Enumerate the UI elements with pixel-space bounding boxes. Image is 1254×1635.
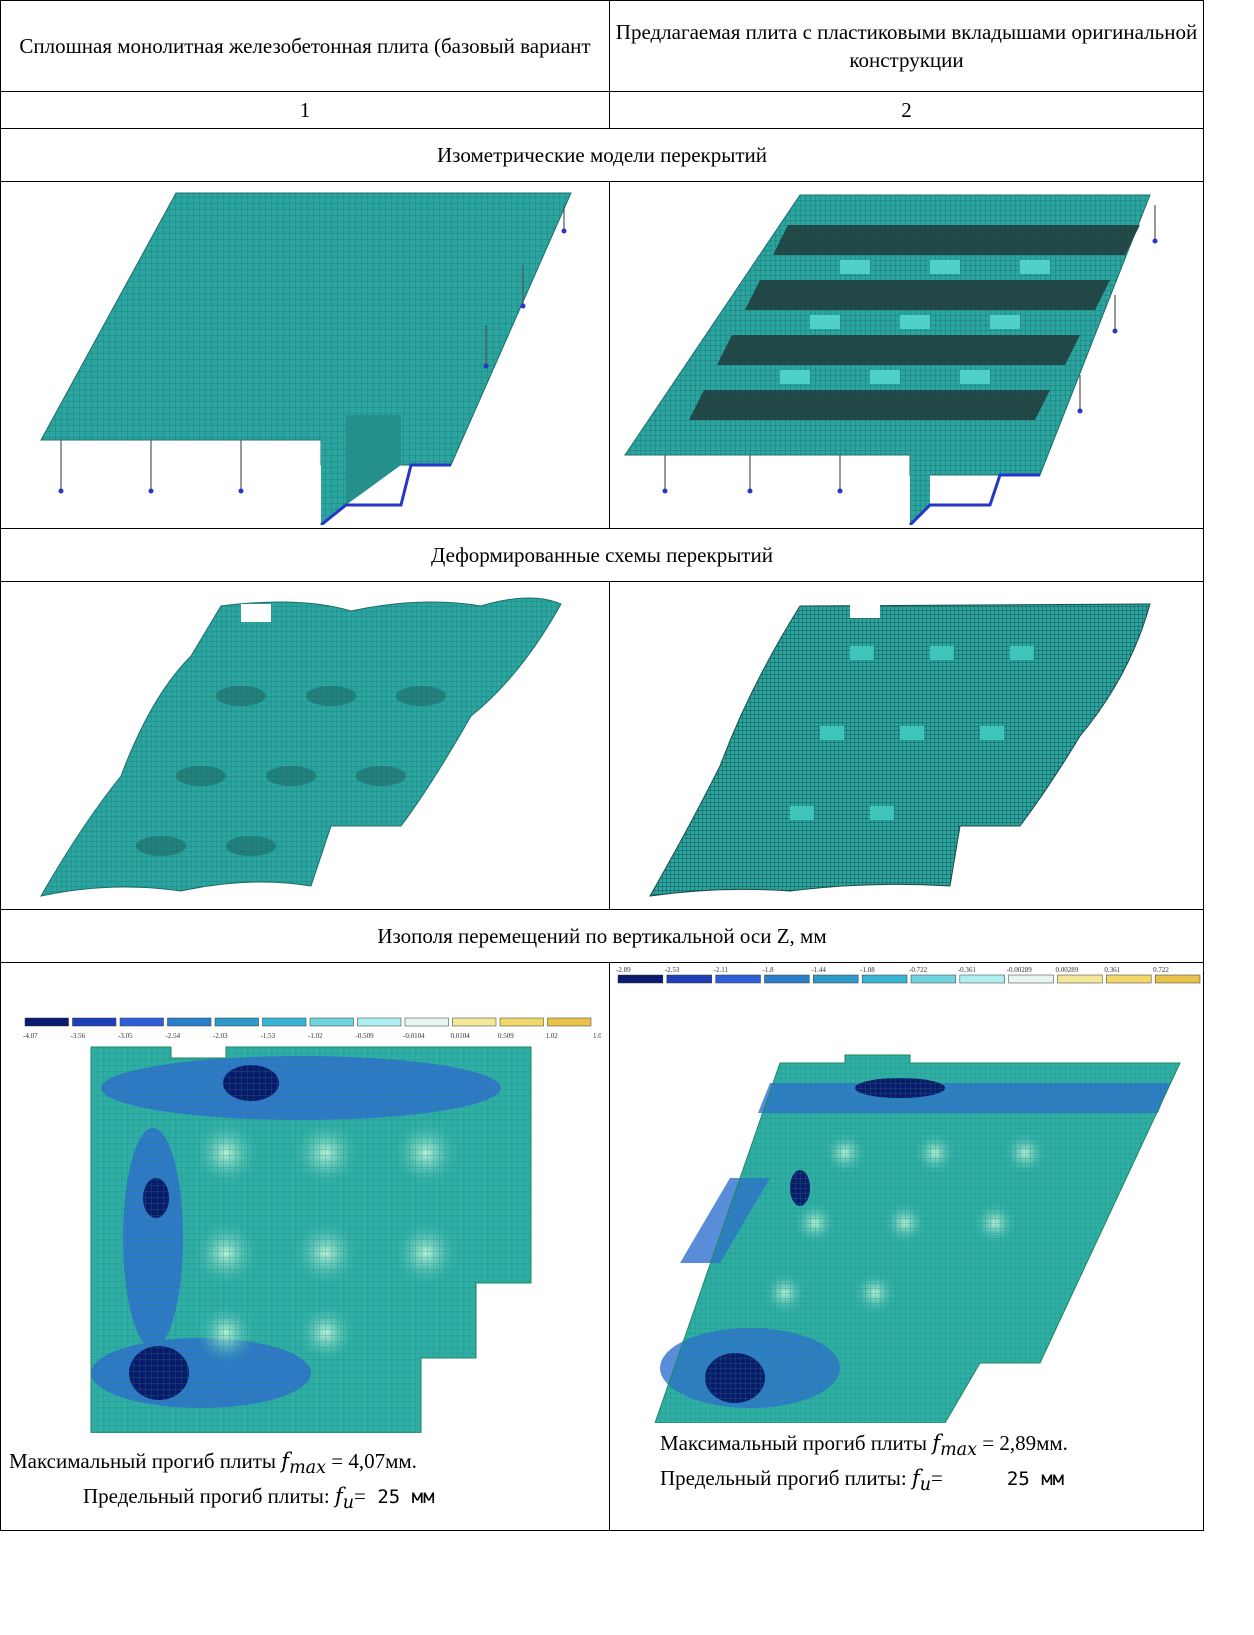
legend-label: 1.02: [546, 1032, 559, 1040]
legend-swatch: [262, 1017, 307, 1027]
results-1-fu-sub: u: [342, 1493, 355, 1514]
legend-label: -2.53: [665, 966, 680, 974]
deformed-insert-slab-image: [649, 601, 1151, 897]
results-1-fmax-sub: max: [289, 1458, 326, 1479]
contour-map-2: -2.89 -2.53 -2.11 -1.8 -1.44 -1.08 -0.722 -0.36…: [609, 962, 1204, 1531]
contour-plot-2: -2.89 -2.53 -2.11 -1.8 -1.44 -1.08 -0.722 -0.36…: [616, 966, 1204, 1423]
legend-swatch: [309, 1017, 354, 1027]
legend-label: -1.53: [261, 1032, 276, 1040]
results-2-fmax-label: Максимальный прогиб плиты: [660, 1431, 933, 1455]
legend-swatch: [214, 1017, 259, 1027]
results-1-fmax-symbol: f: [281, 1449, 290, 1473]
header-col1: Сплошная монолитная железобетонная плита…: [0, 0, 610, 92]
legend-swatch: [861, 974, 908, 984]
legend-label: -0.361: [958, 966, 977, 974]
results-2-fmax-sub: max: [940, 1440, 977, 1461]
legend-swatch: [764, 974, 810, 984]
legend-label: -2.54: [166, 1032, 181, 1040]
legend-label: 0.509: [498, 1032, 514, 1040]
results-2-fu-eq: =: [931, 1466, 943, 1491]
results-1-fu-symbol: f: [334, 1484, 343, 1509]
legend-swatch: [167, 1017, 212, 1027]
section-deformed-title: Деформированные схемы перекрытий: [0, 528, 1204, 582]
legend-label: -2.03: [213, 1032, 228, 1040]
legend-label: -1.02: [308, 1032, 323, 1040]
legend-label: -2.11: [714, 966, 729, 974]
legend-label: -3.56: [71, 1032, 86, 1040]
section-isometric-title: Изометрические модели перекрытий: [0, 128, 1204, 182]
results-1-line1: Максимальный прогиб плиты fmax = 4,07мм.: [9, 1447, 435, 1482]
deformed-solid-slab-image: [40, 597, 562, 897]
contour-plot-1: -4.07 -3.56 -3.05 -2.54 -2.03 -1.53 -1.02 -0.50…: [23, 1017, 601, 1433]
column-number-1: 1: [0, 91, 610, 129]
legend-2: -2.89 -2.53 -2.11 -1.8 -1.44 -1.08 -0.722 -0.36…: [616, 966, 1204, 984]
legend-label: 0.361: [1104, 966, 1120, 974]
legend-swatch: [1057, 974, 1103, 984]
legend-swatch: [24, 1017, 69, 1027]
results-2: Максимальный прогиб плиты fmax = 2,89мм.…: [660, 1429, 1068, 1499]
legend-swatch: [617, 974, 664, 984]
isometric-model-1: [0, 181, 610, 529]
results-1-fmax-value: = 4,07мм.: [325, 1449, 417, 1473]
legend-label: -0.722: [909, 966, 928, 974]
legend-label: -0.0104: [403, 1032, 425, 1040]
contour-map-1: -4.07 -3.56 -3.05 -2.54 -2.03 -1.53 -1.02 -0.50…: [0, 962, 610, 1531]
header-col2-text: Предлагаемая плита с пластиковыми вклады…: [615, 20, 1198, 72]
legend-label: 1.04: [593, 1032, 601, 1040]
legend-1: -4.07 -3.56 -3.05 -2.54 -2.03 -1.53 -1.02 -0.50…: [23, 1017, 601, 1040]
results-2-line2: Предельный прогиб плиты: fu= 25 мм: [660, 1464, 1068, 1499]
legend-swatch: [499, 1017, 544, 1027]
legend-swatch: [452, 1017, 497, 1027]
results-1-fmax-label: Максимальный прогиб плиты: [9, 1449, 282, 1473]
header-col2: Предлагаемая плита с пластиковыми вклады…: [609, 0, 1204, 92]
results-1-fu-label: Предельный прогиб плиты:: [83, 1484, 335, 1509]
legend-swatch: [666, 974, 712, 984]
results-2-fu-symbol: f: [911, 1466, 920, 1491]
legend-swatch: [547, 1017, 592, 1027]
legend-label: 0.0104: [451, 1032, 471, 1040]
column-number-2: 2: [609, 91, 1204, 129]
section-contours-title: Изополя перемещений по вертикальной оси …: [0, 909, 1204, 963]
isometric-model-2: [609, 181, 1204, 529]
legend-label: -1.8: [763, 966, 775, 974]
legend-swatch: [959, 974, 1005, 984]
results-2-fmax-symbol: f: [932, 1431, 941, 1455]
legend-swatch: [715, 974, 761, 984]
results-1-fu-value: 25 мм: [365, 1486, 435, 1509]
legend-swatch: [1154, 974, 1201, 984]
legend-label: 0.722: [1153, 966, 1169, 974]
legend-swatch: [1008, 974, 1054, 984]
isometric-insert-slab-image: [624, 194, 1158, 525]
isometric-solid-slab-image: [40, 192, 572, 525]
header-col1-text: Сплошная монолитная железобетонная плита…: [19, 34, 591, 58]
deformed-scheme-2: [609, 581, 1204, 910]
legend-swatch: [910, 974, 957, 984]
results-2-fu-label: Предельный прогиб плиты:: [660, 1466, 912, 1491]
legend-swatch: [72, 1017, 117, 1027]
results-1-fu-eq: =: [354, 1484, 366, 1509]
legend-swatch: [813, 974, 859, 984]
results-1: Максимальный прогиб плиты fmax = 4,07мм.…: [9, 1447, 435, 1517]
legend-label: -4.07: [23, 1032, 38, 1040]
legend-label: -0.509: [356, 1032, 375, 1040]
deformed-scheme-1: [0, 581, 610, 910]
legend-swatch: [404, 1017, 449, 1027]
legend-label: -2.89: [616, 966, 631, 974]
legend-label: -1.44: [811, 966, 826, 974]
results-2-line1: Максимальный прогиб плиты fmax = 2,89мм.: [660, 1429, 1068, 1464]
results-2-fu-value: 25 мм: [1006, 1468, 1065, 1491]
results-1-line2: Предельный прогиб плиты: fu= 25 мм: [9, 1482, 435, 1517]
legend-label: -1.08: [860, 966, 875, 974]
legend-swatch: [1106, 974, 1152, 984]
legend-swatch: [357, 1017, 402, 1027]
legend-label: 1.08: [1202, 966, 1204, 974]
results-2-fmax-value: = 2,89мм.: [976, 1431, 1068, 1455]
comparison-table: Сплошная монолитная железобетонная плита…: [0, 0, 1204, 1531]
legend-label: -0.00289: [1007, 966, 1033, 974]
legend-label: -3.05: [118, 1032, 133, 1040]
results-2-fu-sub: u: [919, 1475, 932, 1496]
legend-swatch: [119, 1017, 164, 1027]
legend-label: 0.00289: [1056, 966, 1079, 974]
